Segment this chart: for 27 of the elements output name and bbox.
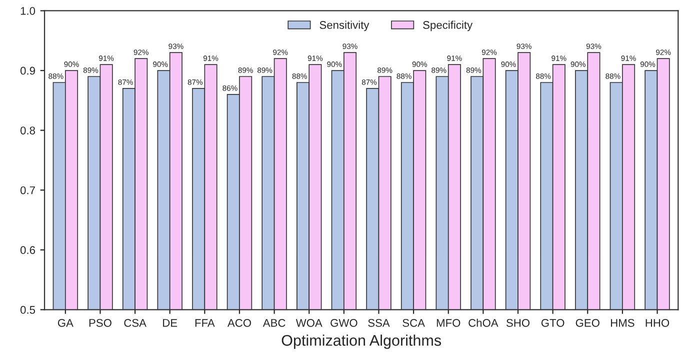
legend-label: Specificity xyxy=(423,20,473,32)
y-tick-label: 0.8 xyxy=(20,126,36,134)
y-tick-label: 0.9 xyxy=(20,66,35,75)
x-tick-label: CSA xyxy=(124,318,146,327)
x-tick-label: GA xyxy=(58,318,74,327)
x-tick-label: ACO xyxy=(227,318,251,327)
x-tick-label: WOA xyxy=(296,318,322,327)
x-tick-label: MFO xyxy=(436,318,460,327)
x-tick-label: SSA xyxy=(368,318,390,327)
x-tick-label: ABC xyxy=(262,318,286,327)
y-tick-label: 0.7 xyxy=(20,186,35,194)
x-tick-label: FFA xyxy=(195,319,215,327)
x-tick-label: SCA xyxy=(402,318,425,327)
x-tick-label: GWO xyxy=(330,318,358,327)
y-tick-label: 0.5 xyxy=(20,306,36,314)
x-tick-label: GEO xyxy=(576,318,600,327)
x-tick-label: GTO xyxy=(541,318,564,327)
x-tick-label: PSO xyxy=(89,318,112,327)
x-tick-label: SHO xyxy=(506,318,530,327)
x-axis-title: Optimization Algorithms xyxy=(282,334,442,349)
x-tick-label: DE xyxy=(163,319,178,327)
y-tick-label: 0.6 xyxy=(20,246,36,254)
x-tick-label: HHO xyxy=(646,318,670,327)
x-tick-label: HMS xyxy=(611,318,634,327)
legend-label: Sensitivity xyxy=(320,20,370,32)
x-tick-label: ChOA xyxy=(468,318,498,327)
y-tick-label: 1.0 xyxy=(20,7,36,15)
